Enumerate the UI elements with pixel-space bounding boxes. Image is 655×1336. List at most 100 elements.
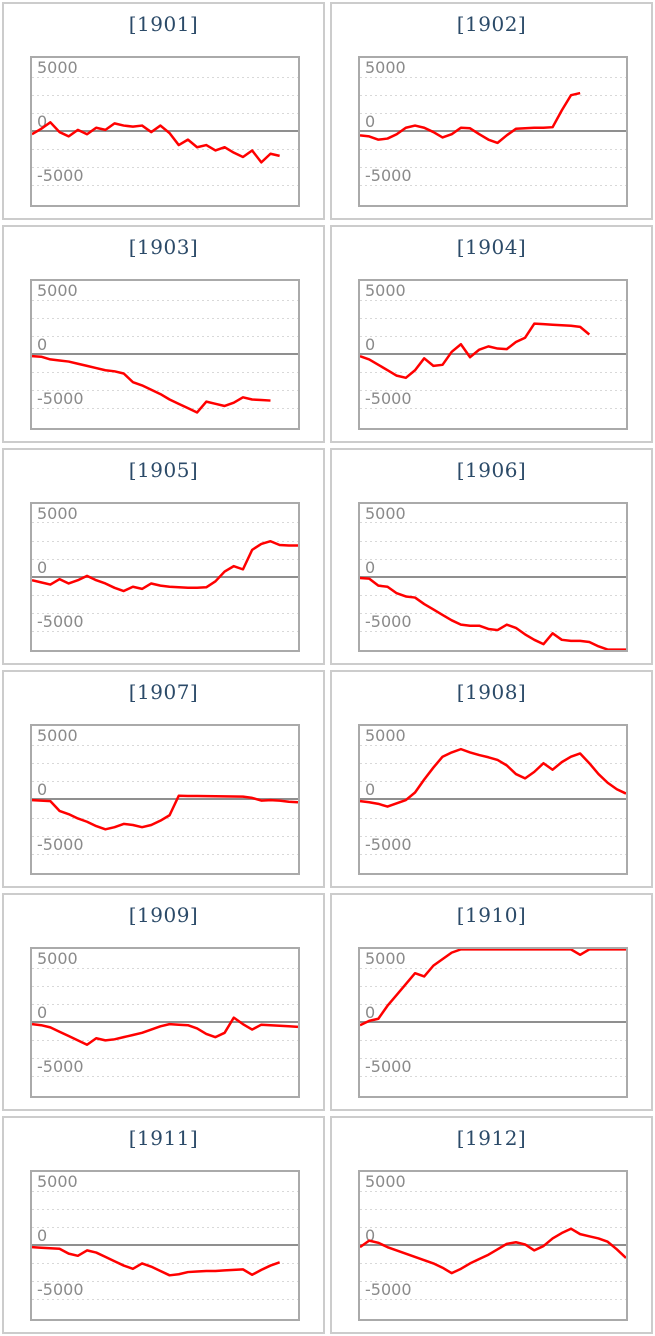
y-tick-0: 0 [365, 557, 376, 577]
plot-area: 5000 0 -5000 [358, 56, 628, 207]
zero-gridline [32, 1021, 298, 1024]
chart-panel-1909: [1909] 5000 0 -5000 [2, 893, 325, 1112]
chart-title: [1903] [128, 234, 199, 259]
y-tick-minus5000: -5000 [37, 388, 84, 408]
minor-gridline [360, 1299, 626, 1301]
y-tick-minus5000: -5000 [365, 834, 412, 854]
y-tick-5000: 5000 [365, 1172, 406, 1192]
minor-gridline [32, 371, 298, 373]
minor-gridline [32, 167, 298, 169]
y-tick-5000: 5000 [365, 57, 406, 77]
minor-gridline [32, 522, 298, 524]
minor-gridline [32, 317, 298, 319]
minor-gridline [32, 745, 298, 747]
plot-area: 5000 0 -5000 [358, 1170, 628, 1321]
y-tick-0: 0 [365, 1003, 376, 1023]
zero-gridline [360, 352, 626, 355]
minor-gridline [360, 149, 626, 151]
minor-gridline [360, 594, 626, 596]
minor-gridline [360, 335, 626, 337]
plot-area: 5000 0 -5000 [30, 1170, 300, 1321]
y-tick-0: 0 [37, 557, 48, 577]
plot-area: 5000 0 -5000 [30, 56, 300, 207]
chart-panel-1912: [1912] 5000 0 -5000 [330, 1116, 653, 1334]
minor-gridline [360, 630, 626, 632]
y-tick-minus5000: -5000 [37, 1280, 84, 1300]
y-tick-0: 0 [37, 780, 48, 800]
minor-gridline [32, 335, 298, 337]
chart-panel-1910: [1910] 5000 0 -5000 [330, 893, 653, 1112]
series-line [360, 1172, 626, 1319]
y-tick-minus5000: -5000 [37, 611, 84, 631]
zero-gridline [360, 1021, 626, 1024]
zero-gridline [360, 129, 626, 132]
series-line [32, 726, 298, 873]
minor-gridline [32, 389, 298, 391]
chart-panel-1908: [1908] 5000 0 -5000 [330, 670, 653, 889]
y-tick-5000: 5000 [37, 1172, 78, 1192]
zero-gridline [32, 1244, 298, 1247]
series-line [32, 949, 298, 1096]
minor-gridline [360, 389, 626, 391]
minor-gridline [360, 522, 626, 524]
chart-title: [1902] [456, 12, 527, 36]
zero-gridline [32, 575, 298, 578]
y-tick-minus5000: -5000 [365, 166, 412, 186]
minor-gridline [360, 407, 626, 409]
minor-gridline [360, 112, 626, 114]
minor-gridline [360, 853, 626, 855]
series-line [360, 281, 626, 428]
series-line [360, 58, 626, 205]
chart-panel-1906: [1906] 5000 0 -5000 [330, 447, 653, 666]
y-tick-5000: 5000 [37, 726, 78, 746]
minor-gridline [360, 371, 626, 373]
minor-gridline [32, 1190, 298, 1192]
zero-gridline [32, 798, 298, 801]
minor-gridline [360, 94, 626, 96]
minor-gridline [32, 299, 298, 301]
zero-gridline [32, 352, 298, 355]
minor-gridline [360, 781, 626, 783]
minor-gridline [32, 1227, 298, 1229]
y-tick-0: 0 [365, 780, 376, 800]
series-line [32, 281, 298, 428]
minor-gridline [32, 1058, 298, 1060]
minor-gridline [32, 1004, 298, 1006]
chart-panel-1904: [1904] 5000 0 -5000 [330, 224, 653, 443]
minor-gridline [360, 835, 626, 837]
y-tick-5000: 5000 [37, 503, 78, 523]
minor-gridline [32, 968, 298, 970]
minor-gridline [32, 594, 298, 596]
minor-gridline [32, 763, 298, 765]
minor-gridline [360, 612, 626, 614]
minor-gridline [360, 968, 626, 970]
minor-gridline [32, 835, 298, 837]
chart-title: [1906] [456, 457, 527, 482]
chart-title: [1909] [128, 903, 199, 928]
y-tick-minus5000: -5000 [365, 1280, 412, 1300]
minor-gridline [32, 630, 298, 632]
chart-panel-1905: [1905] 5000 0 -5000 [2, 447, 325, 666]
minor-gridline [360, 558, 626, 560]
chart-panel-1901: [1901] 5000 0 -5000 [2, 2, 325, 220]
plot-area: 5000 0 -5000 [358, 501, 628, 653]
minor-gridline [32, 1263, 298, 1265]
minor-gridline [360, 986, 626, 988]
minor-gridline [32, 1209, 298, 1210]
plot-area: 5000 0 -5000 [30, 724, 300, 876]
chart-title: [1908] [456, 680, 527, 705]
chart-panel-1903: [1903] 5000 0 -5000 [2, 224, 325, 443]
y-tick-0: 0 [37, 111, 48, 131]
y-tick-minus5000: -5000 [365, 1057, 412, 1077]
minor-gridline [32, 407, 298, 409]
zero-gridline [360, 575, 626, 578]
minor-gridline [32, 558, 298, 560]
zero-gridline [360, 1244, 626, 1247]
y-tick-0: 0 [365, 111, 376, 131]
plot-area: 5000 0 -5000 [358, 278, 628, 430]
series-line [32, 1172, 298, 1319]
minor-gridline [360, 540, 626, 542]
minor-gridline [32, 853, 298, 855]
minor-gridline [360, 317, 626, 319]
plot-area: 5000 0 -5000 [30, 947, 300, 1099]
